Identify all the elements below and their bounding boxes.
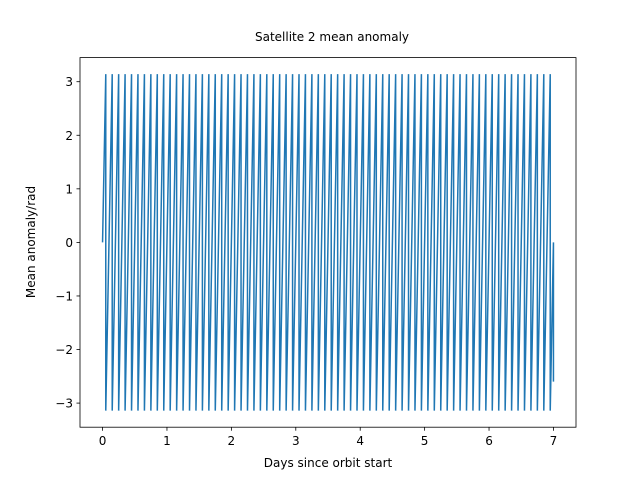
series-line [101, 74, 555, 411]
y-tick-label: 3 [65, 75, 73, 89]
x-tick-label: 7 [550, 434, 558, 448]
x-tick-label: 5 [421, 434, 429, 448]
x-tick-label: 3 [292, 434, 300, 448]
x-axis-label: Days since orbit start [264, 456, 393, 470]
y-tick-label: −1 [55, 289, 73, 303]
x-tick-label: 4 [356, 434, 364, 448]
x-tick-label: 6 [485, 434, 493, 448]
y-tick-label: −3 [55, 397, 73, 411]
plot-area [101, 74, 555, 411]
y-tick-label: 0 [65, 236, 73, 250]
chart-title: Satellite 2 mean anomaly [255, 30, 409, 44]
y-tick-label: 1 [65, 182, 73, 196]
x-tick-label: 1 [163, 434, 171, 448]
y-tick-label: 2 [65, 129, 73, 143]
x-tick-label: 2 [228, 434, 236, 448]
y-tick-label: −2 [55, 343, 73, 357]
x-axis-ticks: 0 1 2 3 4 5 6 7 [99, 427, 558, 448]
x-tick-label: 0 [99, 434, 107, 448]
y-axis-label: Mean anomaly/rad [24, 186, 38, 298]
axes-frame [79, 57, 577, 428]
y-axis-ticks: −3 −2 −1 0 1 2 3 [55, 75, 80, 411]
